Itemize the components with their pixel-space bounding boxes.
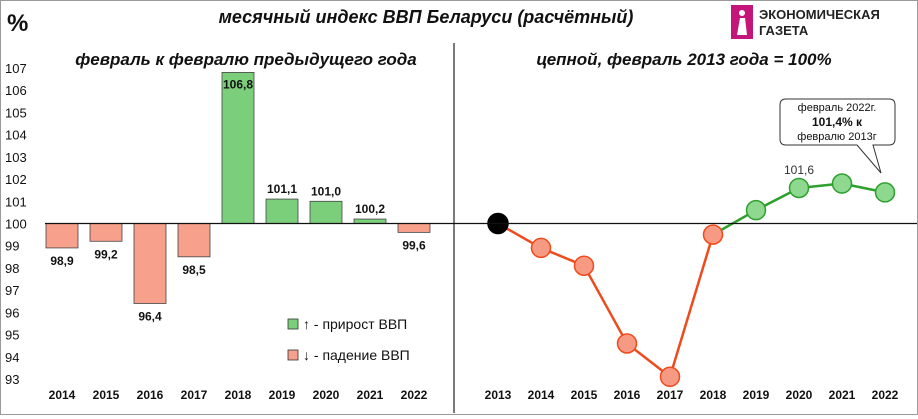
logo: ЭКОНОМИЧЕСКАЯ ГАЗЕТА: [731, 5, 880, 39]
x-tick-label: 2014: [528, 388, 555, 402]
line-series: [497, 182, 886, 378]
y-tick-label: 105: [5, 105, 27, 120]
logo-figure-body: [737, 18, 747, 35]
right-panel-title: цепной, февраль 2013 года = 100%: [536, 50, 831, 69]
y-tick-label: 96: [5, 305, 19, 320]
legend-growth-label: ↑ - прирост ВВП: [303, 316, 407, 332]
legend: ↑ - прирост ВВП ↓ - падение ВВП: [287, 316, 410, 363]
x-tick-label: 2021: [829, 388, 856, 402]
bar-data-label: 101,1: [267, 182, 297, 196]
left-x-axis: 2014 2015 2016 2017 2018 2019 2020 2021 2022: [49, 388, 428, 402]
y-tick-label: 93: [5, 372, 19, 387]
line-point: [874, 182, 896, 203]
y-tick-label: 101: [5, 194, 27, 209]
x-tick-label: 2022: [401, 388, 428, 402]
bar: [397, 223, 431, 233]
x-tick-label: 2018: [225, 388, 252, 402]
line-point: [530, 237, 552, 259]
bar: [309, 200, 343, 224]
unit-label: %: [7, 10, 28, 37]
bar: [89, 223, 123, 242]
x-tick-label: 2015: [571, 388, 598, 402]
bar: [177, 223, 211, 258]
bar: [45, 223, 79, 249]
x-tick-label: 2017: [181, 388, 208, 402]
bar: [353, 218, 387, 224]
x-tick-label: 2022: [872, 388, 899, 402]
bar-data-label: 106,8: [223, 77, 253, 91]
x-tick-label: 2019: [743, 388, 770, 402]
logo-text-line1: ЭКОНОМИЧЕСКАЯ: [759, 7, 880, 22]
x-tick-label: 2020: [313, 388, 340, 402]
bar-data-label: 98,9: [50, 254, 74, 268]
x-tick-label: 2017: [657, 388, 684, 402]
line-points: [487, 173, 896, 388]
x-tick-label: 2019: [269, 388, 296, 402]
annotation-line2: 101,4% к: [812, 115, 863, 129]
bar: [221, 72, 255, 224]
y-tick-label: 107: [5, 61, 27, 76]
y-tick-label: 97: [5, 283, 19, 298]
left-panel-title: февраль к февралю предыдущего года: [75, 50, 416, 69]
annotation-callout: февраль 2022г. 101,4% к февралю 2013г: [779, 98, 896, 174]
bar-data-label: 96,4: [138, 309, 162, 323]
x-tick-label: 2018: [700, 388, 727, 402]
y-tick-label: 98: [5, 261, 19, 276]
logo-text-line2: ГАЗЕТА: [759, 23, 809, 38]
annotation-line3: февралю 2013г: [797, 131, 876, 143]
bar: [133, 223, 167, 304]
x-tick-label: 2016: [614, 388, 641, 402]
line-point: [659, 366, 681, 388]
y-axis: 93 94 95 96 97 98 99 100 101 102 103 104 105 106 107: [5, 61, 27, 387]
x-tick-label: 2020: [786, 388, 813, 402]
line-point: [616, 333, 638, 354]
annotation-line1: февраль 2022г.: [798, 102, 877, 114]
line-point: [831, 173, 853, 194]
line-point: [745, 199, 767, 221]
chart-title: месячный индекс ВВП Беларуси (расчётный): [219, 7, 634, 27]
y-tick-label: 94: [5, 350, 19, 365]
bar: [265, 198, 299, 224]
bar-data-labels: 98,9 99,2 96,4 98,5 106,8 101,1 101,0 100,2 99,6: [50, 77, 426, 323]
line-point: [702, 224, 724, 245]
y-tick-label: 104: [5, 128, 27, 143]
bar-data-label: 99,6: [402, 238, 426, 252]
x-tick-label: 2013: [485, 388, 512, 402]
x-tick-label: 2021: [357, 388, 384, 402]
right-x-axis: 2013 2014 2015 2016 2017 2018 2019 2020 2021 2022: [485, 388, 899, 402]
annotation-bubble: [779, 98, 896, 174]
y-tick-label: 103: [5, 150, 27, 165]
y-tick-label: 100: [5, 217, 27, 232]
y-tick-label: 95: [5, 328, 19, 343]
x-tick-label: 2015: [93, 388, 120, 402]
legend-decline-label: ↓ - падение ВВП: [303, 347, 410, 363]
bar-data-label: 98,5: [182, 263, 206, 277]
legend-decline-swatch: [287, 349, 299, 361]
line-point: [788, 177, 810, 199]
line-point: [573, 255, 595, 276]
bar-data-label: 99,2: [94, 247, 118, 261]
bar-data-label: 100,2: [355, 202, 385, 216]
y-tick-label: 99: [5, 239, 19, 254]
bar-series: [45, 72, 431, 304]
logo-figure-head: [739, 10, 745, 16]
line-point-label: 101,6: [784, 163, 814, 177]
y-tick-label: 102: [5, 172, 27, 187]
line-segment: [668, 234, 715, 378]
bar-data-label: 101,0: [311, 184, 341, 198]
legend-growth-swatch: [287, 318, 299, 330]
x-tick-label: 2014: [49, 388, 76, 402]
line-segment: [582, 265, 629, 345]
x-tick-label: 2016: [137, 388, 164, 402]
y-tick-label: 106: [5, 83, 27, 98]
